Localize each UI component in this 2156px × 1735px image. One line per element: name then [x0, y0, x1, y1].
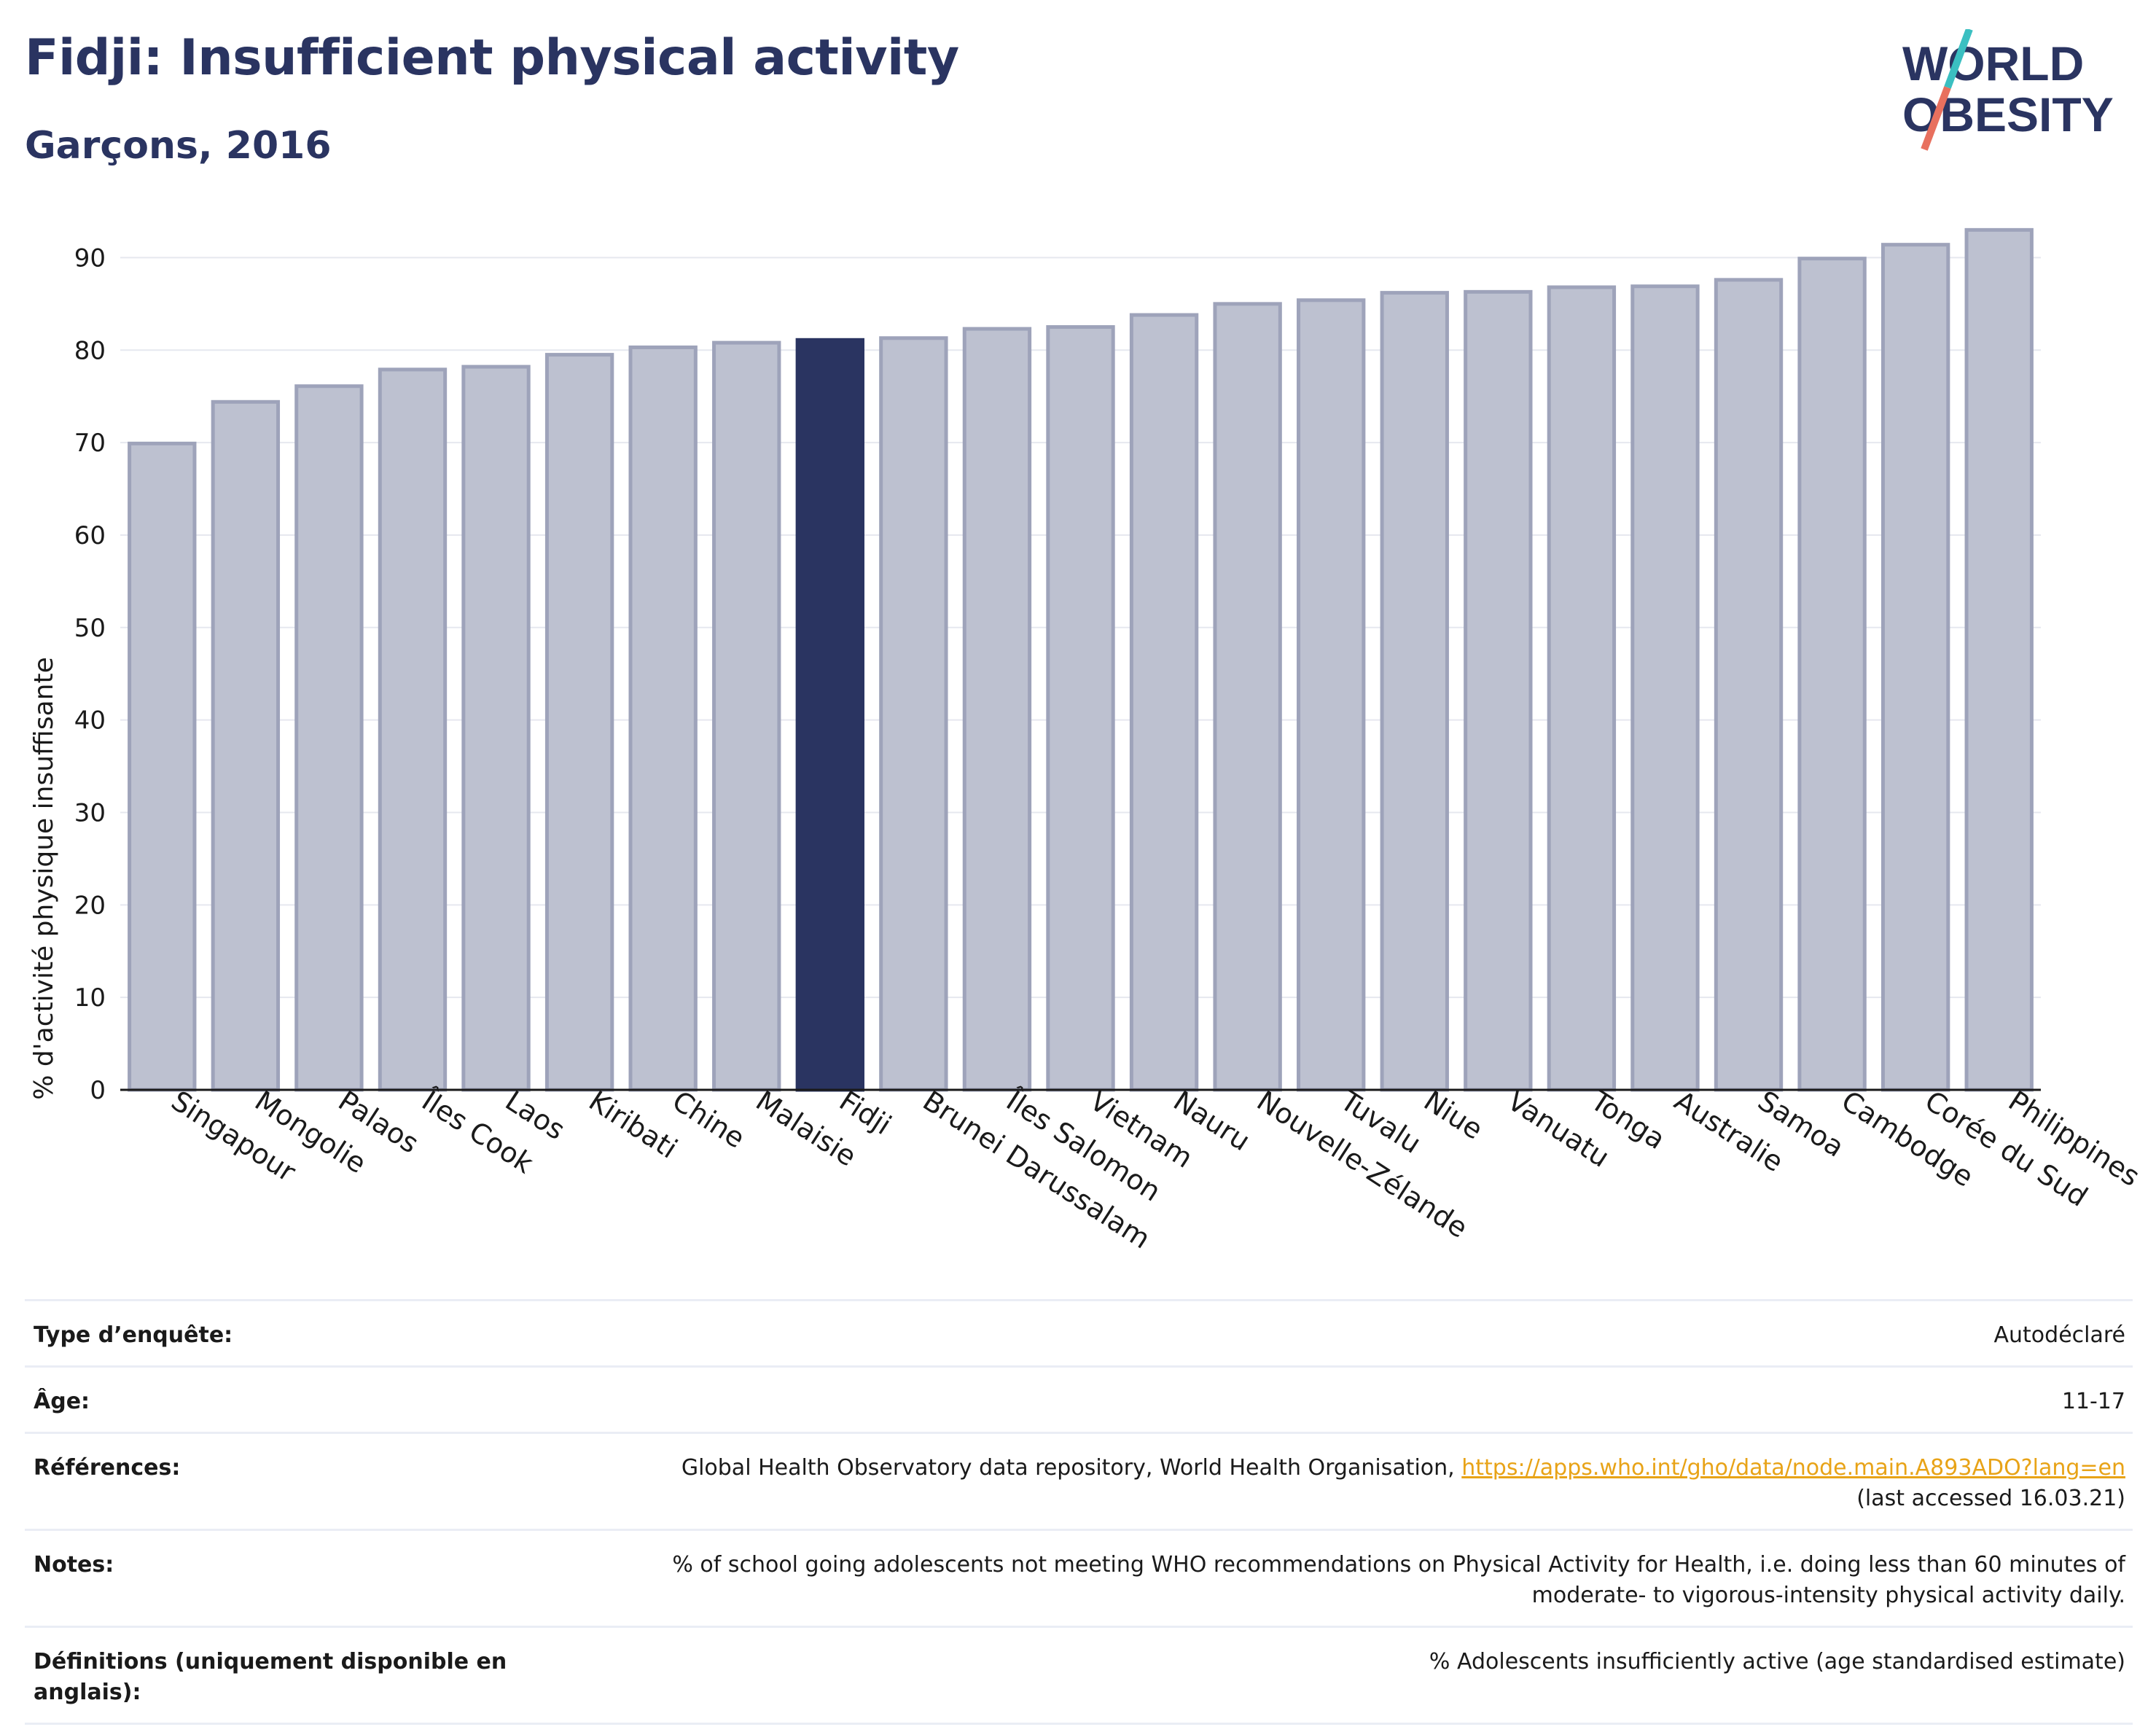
y-tick-label: 50 [74, 614, 106, 643]
bar-nouvelle-zélande [1213, 302, 1282, 1092]
chart-title: Fidji: Insufficient physical activity [25, 29, 959, 87]
y-tick-label: 30 [74, 798, 106, 827]
bar-tuvalu [1297, 298, 1366, 1092]
reference-text: Global Health Observatory data repositor… [681, 1455, 1455, 1481]
bar-îles-salomon [962, 327, 1032, 1092]
bar-singapour [128, 441, 197, 1092]
bar-malaisie [712, 340, 781, 1092]
world-obesity-logo: WORLD OBESITY [1902, 29, 2114, 151]
bar-laos [461, 364, 531, 1092]
bar-vietnam [1046, 325, 1115, 1092]
x-tick-label: Chine [667, 1085, 751, 1155]
x-tick-label: Niue [1418, 1085, 1488, 1146]
bar-corée-du-sud [1880, 243, 1950, 1092]
bar-nauru [1129, 313, 1199, 1092]
info-label: Références: [34, 1455, 181, 1481]
info-table: Type d’enquête: Autodéclaré Âge: 11-17 R… [25, 1299, 2133, 1725]
y-tick-label: 90 [74, 243, 106, 273]
x-tick-label: Kiribati [583, 1085, 683, 1165]
info-label: Définitions (uniquement disponible en an… [34, 1649, 507, 1705]
bars [128, 227, 2034, 1092]
bar-cambodge [1797, 257, 1867, 1092]
y-tick-label: 20 [74, 891, 106, 920]
bar-chine [628, 345, 698, 1092]
bar-îles-cook [378, 367, 448, 1092]
x-tick-label: Fidji [834, 1085, 897, 1142]
y-tick-label: 70 [74, 429, 106, 458]
info-value: Global Health Observatory data repositor… [681, 1453, 2125, 1514]
notes-text-line1: % of school going adolescents not meetin… [672, 1552, 2125, 1578]
bar-philippines [1964, 227, 2034, 1092]
info-label: Notes: [34, 1552, 114, 1578]
logo-slash-bottom [1921, 86, 1951, 151]
bar-kiribati [544, 353, 614, 1092]
y-tick-labels: 0 10 20 30 40 50 60 70 80 90 [74, 243, 106, 1105]
y-tick-label: 40 [74, 706, 106, 736]
bar-chart: 0 10 20 30 40 50 60 70 80 90 SingapourMongoliePal… [29, 227, 2145, 1255]
info-value: 11-17 [2061, 1389, 2125, 1414]
info-row-notes: Notes: % of school going adolescents not… [25, 1529, 2133, 1626]
bar-samoa [1714, 278, 1784, 1092]
bar-fidji [795, 338, 864, 1092]
y-tick-label: 10 [74, 983, 106, 1013]
info-value: Autodéclaré [1993, 1322, 2126, 1348]
reference-accessed: (last accessed 16.03.21) [1856, 1486, 2125, 1511]
y-tick-label: 0 [90, 1076, 106, 1105]
info-value: % of school going adolescents not meetin… [672, 1550, 2125, 1611]
logo-slash-top [1944, 29, 1973, 89]
info-row-age: Âge: 11-17 [25, 1365, 2133, 1432]
notes-text-line2: moderate- to vigorous-intensity physical… [1531, 1583, 2125, 1608]
y-axis-label: % d'activité physique insuffisante [29, 657, 59, 1099]
bar-australie [1630, 284, 1700, 1092]
bar-brunei-darussalam [879, 336, 948, 1092]
bar-vanuatu [1464, 289, 1533, 1092]
bar-tonga [1547, 285, 1617, 1092]
info-row-survey-type: Type d’enquête: Autodéclaré [25, 1299, 2133, 1365]
bar-mongolie [211, 399, 281, 1092]
y-tick-label: 60 [74, 521, 106, 550]
info-label: Type d’enquête: [34, 1322, 233, 1348]
bar-palaos [294, 384, 364, 1092]
chart-subtitle: Garçons, 2016 [25, 124, 332, 168]
info-row-references: Références: Global Health Observatory da… [25, 1432, 2133, 1529]
logo-line1: WORLD [1902, 36, 2084, 90]
info-label: Âge: [34, 1389, 90, 1414]
info-row-definitions: Définitions (uniquement disponible en an… [25, 1626, 2133, 1725]
bar-niue [1380, 291, 1449, 1092]
y-tick-label: 80 [74, 336, 106, 365]
info-value: % Adolescents insufficiently active (age… [1429, 1649, 2125, 1674]
reference-link[interactable]: https://apps.who.int/gho/data/node.main.… [1461, 1455, 2125, 1481]
